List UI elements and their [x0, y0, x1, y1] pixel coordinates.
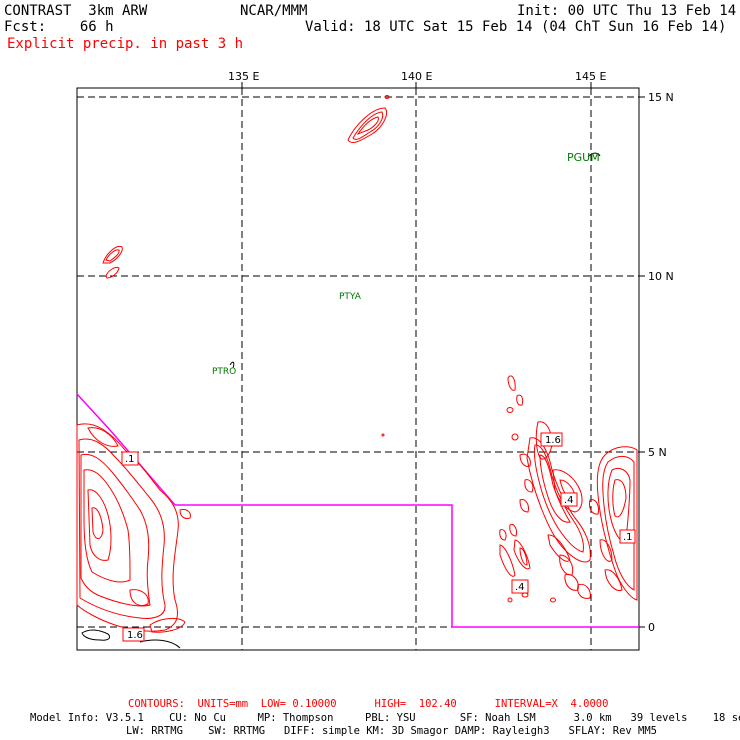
- precip-contours: [76, 95, 638, 633]
- coastline: [81, 96, 622, 649]
- map-frame: [76, 87, 640, 651]
- contour-label-6: .4: [511, 579, 529, 594]
- model-info: Model Info: V3.5.1 CU: No Cu MP: Thompso…: [30, 712, 740, 724]
- contour-label-5: .1: [619, 529, 636, 544]
- station-ptro: PTRO: [212, 367, 236, 377]
- physics-info: LW: RRTMG SW: RRTMG DIFF: simple KM: 3D …: [126, 725, 658, 737]
- org-label: NCAR/MMM: [240, 3, 308, 19]
- lat-label-0: 0: [648, 621, 655, 634]
- graticule: [77, 88, 639, 650]
- forecast-hour: Fcst: 66 h: [4, 19, 114, 35]
- valid-time: Valid: 18 UTC Sat 15 Feb 14 (04 ChT Sun …: [305, 19, 727, 35]
- lat-label-15n: 15 N: [648, 91, 674, 104]
- field-title: Explicit precip. in past 3 h: [7, 36, 244, 52]
- station-pgum: PGUM: [567, 151, 600, 164]
- lat-label-5n: 5 N: [648, 446, 667, 459]
- lon-label-135: 135 E: [228, 70, 259, 83]
- lon-label-140: 140 E: [401, 70, 432, 83]
- domain-boundary: [76, 393, 639, 628]
- svg-text:.4: .4: [564, 495, 574, 506]
- contours-info: CONTOURS: UNITS=mm LOW= 0.10000 HIGH= 10…: [128, 698, 609, 710]
- contour-label-2: .1: [121, 451, 139, 466]
- contour-label-1: 1.6: [540, 432, 563, 447]
- contour-label-3: 1.6: [122, 627, 145, 642]
- lon-label-145: 145 E: [575, 70, 606, 83]
- contour-label-4: .4: [560, 492, 578, 507]
- lat-label-10n: 10 N: [648, 270, 674, 283]
- model-title: CONTRAST 3km ARW: [4, 3, 148, 19]
- init-time: Init: 00 UTC Thu 13 Feb 14: [517, 3, 737, 19]
- svg-text:.1: .1: [125, 454, 135, 465]
- svg-text:1.6: 1.6: [127, 630, 143, 641]
- svg-text:1.6: 1.6: [545, 435, 561, 446]
- svg-text:.4: .4: [515, 582, 525, 593]
- station-ptya: PTYA: [339, 292, 362, 302]
- svg-text:.1: .1: [623, 532, 633, 543]
